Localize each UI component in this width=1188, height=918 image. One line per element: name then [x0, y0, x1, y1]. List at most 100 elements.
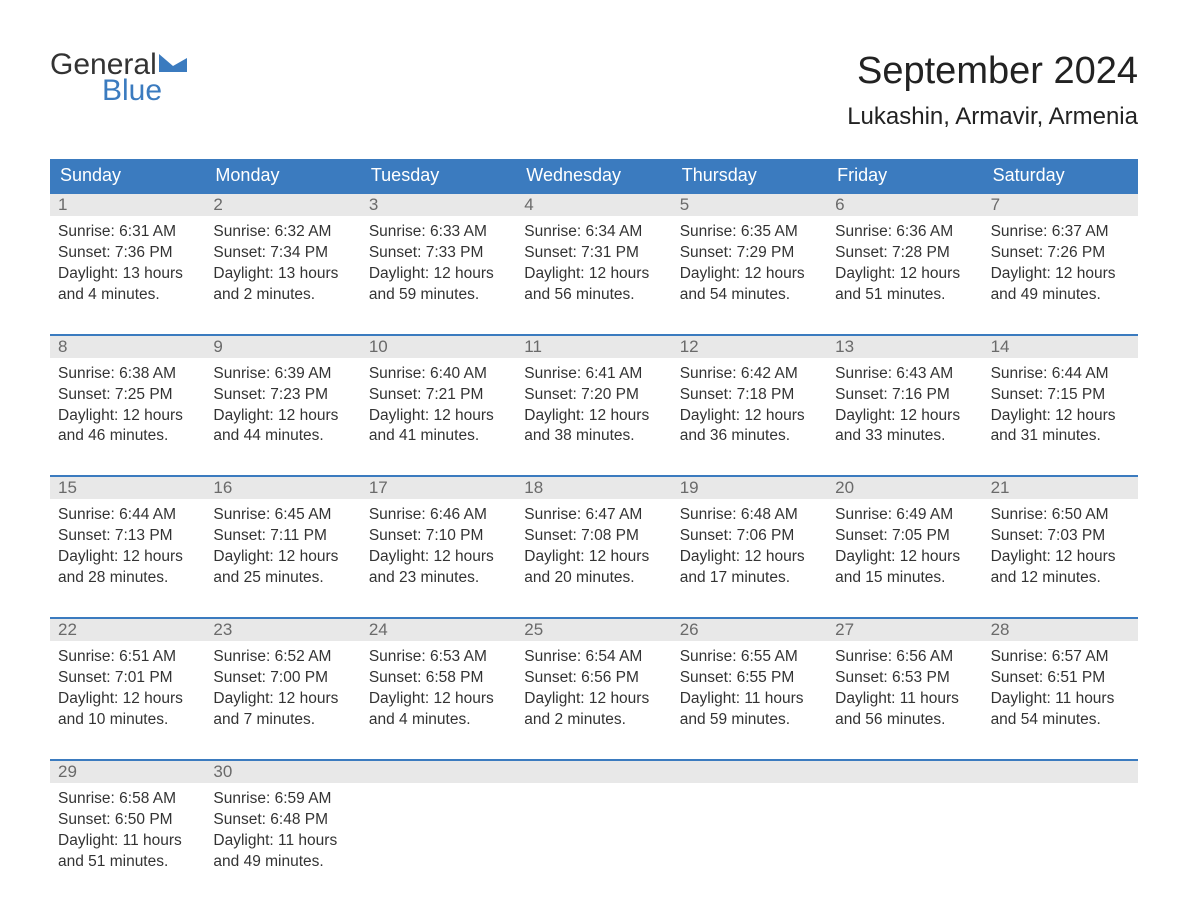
sunrise-text: Sunrise: 6:35 AM	[680, 222, 819, 243]
day-number: 3	[361, 194, 516, 216]
day-number: 9	[205, 336, 360, 358]
daylight-line2: and 4 minutes.	[58, 285, 197, 306]
sunset-text: Sunset: 7:01 PM	[58, 668, 197, 689]
calendar: Sunday Monday Tuesday Wednesday Thursday…	[50, 159, 1138, 876]
daylight-line2: and 28 minutes.	[58, 568, 197, 589]
day-details: Sunrise: 6:46 AMSunset: 7:10 PMDaylight:…	[361, 499, 516, 593]
month-title: September 2024	[847, 50, 1138, 93]
week-row: 22Sunrise: 6:51 AMSunset: 7:01 PMDayligh…	[50, 617, 1138, 735]
day-header-friday: Friday	[827, 159, 982, 192]
sunrise-text: Sunrise: 6:53 AM	[369, 647, 508, 668]
daylight-line1: Daylight: 12 hours	[680, 264, 819, 285]
sunset-text: Sunset: 7:00 PM	[213, 668, 352, 689]
daylight-line1: Daylight: 11 hours	[835, 689, 974, 710]
day-number: 17	[361, 477, 516, 499]
daylight-line2: and 31 minutes.	[991, 426, 1130, 447]
sunset-text: Sunset: 7:20 PM	[524, 385, 663, 406]
day-details: Sunrise: 6:43 AMSunset: 7:16 PMDaylight:…	[827, 358, 982, 452]
sunrise-text: Sunrise: 6:36 AM	[835, 222, 974, 243]
sunset-text: Sunset: 7:33 PM	[369, 243, 508, 264]
daylight-line1: Daylight: 12 hours	[58, 547, 197, 568]
day-cell: 30Sunrise: 6:59 AMSunset: 6:48 PMDayligh…	[205, 761, 360, 877]
sunrise-text: Sunrise: 6:47 AM	[524, 505, 663, 526]
day-details: Sunrise: 6:36 AMSunset: 7:28 PMDaylight:…	[827, 216, 982, 310]
day-details: Sunrise: 6:57 AMSunset: 6:51 PMDaylight:…	[983, 641, 1138, 735]
day-number: 2	[205, 194, 360, 216]
daylight-line1: Daylight: 12 hours	[213, 547, 352, 568]
day-details: Sunrise: 6:47 AMSunset: 7:08 PMDaylight:…	[516, 499, 671, 593]
daylight-line2: and 10 minutes.	[58, 710, 197, 731]
daylight-line1: Daylight: 12 hours	[58, 689, 197, 710]
daylight-line2: and 36 minutes.	[680, 426, 819, 447]
day-cell: 23Sunrise: 6:52 AMSunset: 7:00 PMDayligh…	[205, 619, 360, 735]
day-cell: 15Sunrise: 6:44 AMSunset: 7:13 PMDayligh…	[50, 477, 205, 593]
day-details: Sunrise: 6:51 AMSunset: 7:01 PMDaylight:…	[50, 641, 205, 735]
daylight-line1: Daylight: 12 hours	[369, 264, 508, 285]
sunset-text: Sunset: 6:53 PM	[835, 668, 974, 689]
day-number: 16	[205, 477, 360, 499]
day-cell: 6Sunrise: 6:36 AMSunset: 7:28 PMDaylight…	[827, 194, 982, 310]
sunset-text: Sunset: 7:31 PM	[524, 243, 663, 264]
week-row: 29Sunrise: 6:58 AMSunset: 6:50 PMDayligh…	[50, 759, 1138, 877]
daylight-line1: Daylight: 12 hours	[213, 406, 352, 427]
sunset-text: Sunset: 6:56 PM	[524, 668, 663, 689]
daylight-line2: and 59 minutes.	[369, 285, 508, 306]
day-cell: 28Sunrise: 6:57 AMSunset: 6:51 PMDayligh…	[983, 619, 1138, 735]
day-cell	[516, 761, 671, 877]
daylight-line1: Daylight: 12 hours	[369, 689, 508, 710]
day-details: Sunrise: 6:39 AMSunset: 7:23 PMDaylight:…	[205, 358, 360, 452]
daylight-line2: and 54 minutes.	[680, 285, 819, 306]
day-cell: 29Sunrise: 6:58 AMSunset: 6:50 PMDayligh…	[50, 761, 205, 877]
day-cell	[361, 761, 516, 877]
daylight-line1: Daylight: 12 hours	[369, 406, 508, 427]
day-cell: 9Sunrise: 6:39 AMSunset: 7:23 PMDaylight…	[205, 336, 360, 452]
sunrise-text: Sunrise: 6:57 AM	[991, 647, 1130, 668]
sunset-text: Sunset: 7:26 PM	[991, 243, 1130, 264]
sunset-text: Sunset: 7:16 PM	[835, 385, 974, 406]
sunset-text: Sunset: 7:28 PM	[835, 243, 974, 264]
day-details: Sunrise: 6:48 AMSunset: 7:06 PMDaylight:…	[672, 499, 827, 593]
day-number	[983, 761, 1138, 783]
sunrise-text: Sunrise: 6:44 AM	[58, 505, 197, 526]
day-number: 5	[672, 194, 827, 216]
daylight-line1: Daylight: 12 hours	[58, 406, 197, 427]
daylight-line2: and 56 minutes.	[524, 285, 663, 306]
daylight-line2: and 7 minutes.	[213, 710, 352, 731]
daylight-line2: and 23 minutes.	[369, 568, 508, 589]
sunset-text: Sunset: 7:29 PM	[680, 243, 819, 264]
daylight-line1: Daylight: 11 hours	[991, 689, 1130, 710]
sunset-text: Sunset: 6:51 PM	[991, 668, 1130, 689]
daylight-line2: and 25 minutes.	[213, 568, 352, 589]
day-cell: 27Sunrise: 6:56 AMSunset: 6:53 PMDayligh…	[827, 619, 982, 735]
day-number: 10	[361, 336, 516, 358]
daylight-line1: Daylight: 13 hours	[213, 264, 352, 285]
day-details: Sunrise: 6:55 AMSunset: 6:55 PMDaylight:…	[672, 641, 827, 735]
day-details: Sunrise: 6:38 AMSunset: 7:25 PMDaylight:…	[50, 358, 205, 452]
daylight-line2: and 49 minutes.	[991, 285, 1130, 306]
day-details	[361, 783, 516, 803]
sunrise-text: Sunrise: 6:54 AM	[524, 647, 663, 668]
sunset-text: Sunset: 6:55 PM	[680, 668, 819, 689]
day-details: Sunrise: 6:37 AMSunset: 7:26 PMDaylight:…	[983, 216, 1138, 310]
day-details	[983, 783, 1138, 803]
day-number: 25	[516, 619, 671, 641]
day-details: Sunrise: 6:49 AMSunset: 7:05 PMDaylight:…	[827, 499, 982, 593]
day-cell: 13Sunrise: 6:43 AMSunset: 7:16 PMDayligh…	[827, 336, 982, 452]
daylight-line2: and 49 minutes.	[213, 852, 352, 873]
day-details: Sunrise: 6:33 AMSunset: 7:33 PMDaylight:…	[361, 216, 516, 310]
sunset-text: Sunset: 7:34 PM	[213, 243, 352, 264]
page-header: General Blue September 2024 Lukashin, Ar…	[50, 50, 1138, 131]
day-number	[672, 761, 827, 783]
title-block: September 2024 Lukashin, Armavir, Armeni…	[847, 50, 1138, 131]
sunset-text: Sunset: 7:03 PM	[991, 526, 1130, 547]
sunrise-text: Sunrise: 6:33 AM	[369, 222, 508, 243]
day-details: Sunrise: 6:53 AMSunset: 6:58 PMDaylight:…	[361, 641, 516, 735]
day-details: Sunrise: 6:41 AMSunset: 7:20 PMDaylight:…	[516, 358, 671, 452]
sunset-text: Sunset: 6:48 PM	[213, 810, 352, 831]
day-cell: 7Sunrise: 6:37 AMSunset: 7:26 PMDaylight…	[983, 194, 1138, 310]
daylight-line1: Daylight: 12 hours	[835, 264, 974, 285]
sunrise-text: Sunrise: 6:51 AM	[58, 647, 197, 668]
sunset-text: Sunset: 7:11 PM	[213, 526, 352, 547]
sunrise-text: Sunrise: 6:56 AM	[835, 647, 974, 668]
daylight-line1: Daylight: 12 hours	[213, 689, 352, 710]
